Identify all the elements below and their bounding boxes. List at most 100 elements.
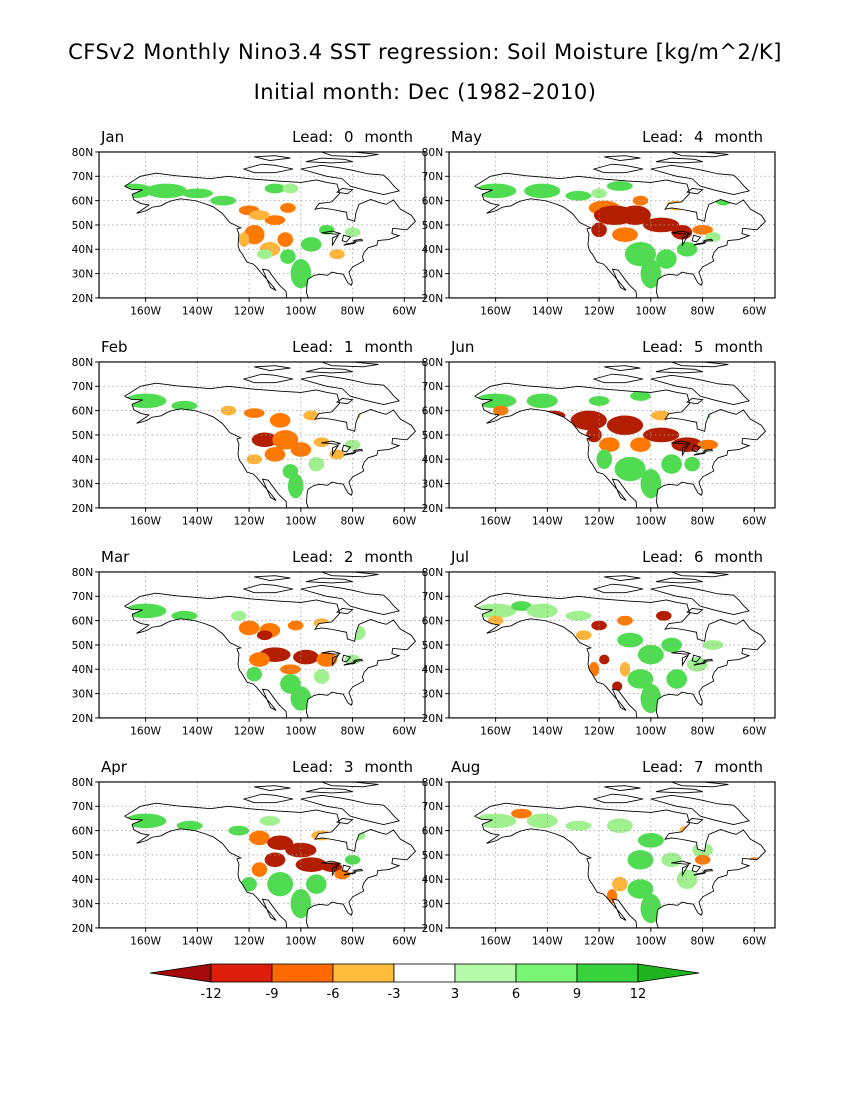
lon-tick-label: 80W	[690, 934, 715, 947]
lat-tick-label: 70N	[72, 800, 94, 813]
anomaly-patch	[285, 842, 317, 858]
anomaly-patch	[612, 876, 628, 892]
panel-lead-label: Lead: 5 month	[642, 338, 763, 356]
lat-tick-label: 20N	[72, 922, 94, 935]
map-plot: 80N 70N 60N 50N 40N 30N 20N 160W 140W 120W 100W 80W…	[422, 356, 776, 527]
anomaly-patch	[251, 432, 278, 448]
anomaly-patch	[321, 862, 343, 872]
anomaly-patch	[124, 813, 167, 829]
panel-month-label: Jun	[451, 338, 475, 356]
anomaly-field	[124, 603, 366, 711]
panel-lead-label: Lead: 7 month	[642, 758, 763, 776]
lon-tick-label: 160W	[130, 514, 161, 527]
lat-tick-label: 60N	[422, 825, 444, 838]
lon-tick-label: 100W	[285, 724, 316, 737]
lat-tick-label: 30N	[72, 477, 94, 490]
lon-tick-label: 120W	[234, 514, 265, 527]
lead-value: 0	[339, 128, 359, 146]
anomaly-patch	[661, 637, 682, 653]
coastline	[474, 571, 767, 718]
lon-tick-label: 60W	[742, 724, 767, 737]
anomaly-patch	[637, 644, 664, 665]
anomaly-patch	[344, 654, 361, 665]
lon-tick-label: 160W	[480, 514, 511, 527]
lon-tick-label: 120W	[584, 934, 615, 947]
lat-tick-label: 40N	[422, 243, 444, 256]
anomaly-patch	[640, 683, 662, 714]
lon-tick-label: 60W	[392, 304, 417, 317]
lead-suffix: month	[364, 338, 413, 356]
anomaly-patch	[627, 669, 654, 689]
lon-tick-label: 120W	[584, 304, 615, 317]
lat-tick-label: 80N	[422, 776, 444, 789]
anomaly-patch	[524, 183, 561, 199]
lon-tick-label: 140W	[182, 934, 213, 947]
anomaly-patch	[656, 249, 677, 269]
lat-tick-label: 50N	[422, 429, 444, 442]
anomaly-patch	[591, 188, 607, 199]
anomaly-patch	[526, 813, 558, 829]
lat-tick-label: 70N	[422, 380, 444, 393]
colorbar-right-arrow	[637, 963, 700, 983]
anomaly-patch	[238, 620, 260, 636]
colorbar-segment	[393, 963, 456, 983]
anomaly-patch	[303, 410, 319, 421]
lead-suffix: month	[364, 548, 413, 566]
anomaly-patch	[612, 227, 638, 242]
lead-value: 7	[689, 758, 709, 776]
lon-tick-label: 80W	[690, 514, 715, 527]
map-panel: Aug Lead: 7 month 80N 70N 60N 50N 40N 30N 20N 160…	[415, 758, 776, 948]
lon-tick-label: 60W	[742, 514, 767, 527]
lon-tick-label: 160W	[480, 304, 511, 317]
lat-tick-label: 80N	[72, 356, 94, 369]
panel-month-label: Apr	[101, 758, 127, 776]
lon-tick-label: 160W	[480, 934, 511, 947]
lead-prefix: Lead:	[642, 128, 684, 146]
anomaly-patch	[694, 854, 711, 865]
gridlines	[449, 781, 775, 928]
anomaly-patch	[575, 630, 592, 641]
lat-tick-label: 20N	[422, 292, 444, 305]
anomaly-patch	[264, 215, 286, 225]
anomaly-patch	[267, 871, 294, 897]
colorbar-segment	[332, 963, 395, 983]
lat-tick-label: 30N	[72, 267, 94, 280]
lon-tick-label: 160W	[130, 724, 161, 737]
anomaly-patch	[290, 442, 312, 457]
anomaly-patch	[246, 666, 263, 682]
lon-tick-label: 160W	[130, 304, 161, 317]
anomaly-patch	[249, 830, 270, 846]
lat-tick-label: 30N	[422, 687, 444, 700]
anomaly-patch	[220, 405, 237, 416]
colorbar-tick-label: -12	[200, 987, 221, 1002]
map-plot: 80N 70N 60N 50N 40N 30N 20N 160W 140W 120W 100W 80W…	[72, 566, 426, 737]
anomaly-patch	[124, 393, 167, 409]
lat-tick-label: 70N	[422, 800, 444, 813]
anomaly-patch	[630, 391, 651, 401]
anomaly-patch	[269, 413, 291, 428]
anomaly-patch	[287, 473, 304, 499]
lead-prefix: Lead:	[292, 338, 334, 356]
anomaly-patch	[210, 195, 237, 206]
anomaly-patch	[565, 820, 592, 831]
anomaly-patch	[124, 603, 167, 619]
colorbar: -12 -9 -6 -3 3 6 9 12	[150, 963, 700, 1002]
anomaly-patch	[474, 603, 517, 619]
lat-tick-label: 50N	[72, 849, 94, 862]
lon-tick-label: 80W	[690, 304, 715, 317]
colorbar-tick-label: -6	[327, 987, 340, 1002]
anomaly-patch	[637, 833, 664, 848]
lat-tick-label: 50N	[72, 429, 94, 442]
lat-tick-label: 60N	[72, 405, 94, 418]
anomaly-patch	[287, 620, 304, 631]
lat-tick-label: 70N	[72, 590, 94, 603]
figure-subtitle: Initial month: Dec (1982–2010)	[253, 80, 597, 104]
map-plot: 80N 70N 60N 50N 40N 30N 20N 160W 140W 120W 100W 80W…	[72, 776, 426, 947]
anomaly-patch	[606, 818, 633, 834]
lat-tick-label: 80N	[72, 776, 94, 789]
anomaly-patch	[238, 232, 250, 247]
anomaly-patch	[176, 820, 203, 831]
anomaly-patch	[596, 449, 613, 469]
lon-tick-label: 80W	[340, 514, 365, 527]
lead-prefix: Lead:	[642, 338, 684, 356]
